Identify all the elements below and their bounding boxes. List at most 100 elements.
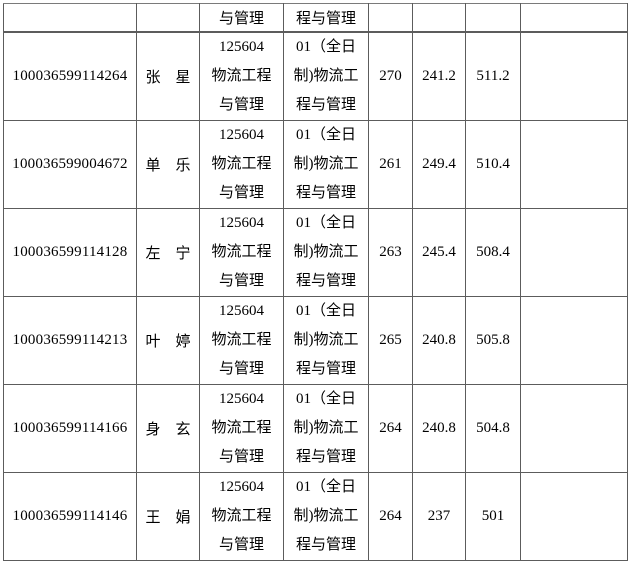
program-line: 125604 xyxy=(219,391,264,407)
score1-cell: 270 xyxy=(368,31,413,121)
direction-line: 制)物流工 xyxy=(293,244,359,260)
direction-cell: 01（全日 制)物流工 程与管理 xyxy=(283,296,369,385)
program-line: 与管理 xyxy=(218,185,264,201)
table-row: 100036599114264 张 星 125604 物流工程 与管理 01（全… xyxy=(3,31,628,121)
table-row: 100036599114166 身 玄 125604 物流工程 与管理 01（全… xyxy=(3,384,628,473)
program-line: 物流工程 xyxy=(211,420,272,436)
program-line: 与管理 xyxy=(218,97,264,113)
direction-line: 程与管理 xyxy=(295,361,356,377)
student-id-cell: 100036599114213 xyxy=(3,296,137,385)
table-row: 100036599114146 王 娟 125604 物流工程 与管理 01（全… xyxy=(3,472,628,561)
score1-cell xyxy=(368,3,413,33)
program-line: 与管理 xyxy=(218,449,264,465)
program-cell: 125604 物流工程 与管理 xyxy=(199,472,284,561)
name-cell: 左 宁 xyxy=(136,208,200,297)
direction-line: 程与管理 xyxy=(295,185,356,201)
direction-line: 制)物流工 xyxy=(293,68,359,84)
program-line: 125604 xyxy=(219,215,264,231)
program-line: 与管理 xyxy=(218,361,264,377)
admission-scores-table: 与管理 程与管理 100036599114264 张 星 125604 物流工程… xyxy=(3,3,628,561)
program-line: 物流工程 xyxy=(211,332,272,348)
total-cell: 501 xyxy=(465,472,521,561)
program-line: 125604 xyxy=(219,303,264,319)
student-id-cell: 100036599114166 xyxy=(3,384,137,473)
direction-line: 01（全日 xyxy=(295,215,356,231)
program-line: 125604 xyxy=(219,127,264,143)
program-line: 物流工程 xyxy=(211,156,272,172)
program-line: 125604 xyxy=(219,39,264,55)
name-cell xyxy=(136,3,200,33)
direction-line: 01（全日 xyxy=(295,39,356,55)
score2-cell: 237 xyxy=(412,472,466,561)
table-row: 100036599114213 叶 婷 125604 物流工程 与管理 01（全… xyxy=(3,296,628,385)
direction-line: 01（全日 xyxy=(295,479,356,495)
program-line: 物流工程 xyxy=(211,244,272,260)
direction-cell: 01（全日 制)物流工 程与管理 xyxy=(283,384,369,473)
direction-line: 程与管理 xyxy=(295,449,356,465)
student-id-cell: 100036599004672 xyxy=(3,120,137,209)
program-cell: 125604 物流工程 与管理 xyxy=(199,120,284,209)
name-cell: 张 星 xyxy=(136,31,200,121)
score2-cell xyxy=(412,3,466,33)
program-line: 物流工程 xyxy=(211,68,272,84)
direction-cell: 01（全日 制)物流工 程与管理 xyxy=(283,31,369,121)
score2-cell: 240.8 xyxy=(412,296,466,385)
direction-cell: 01（全日 制)物流工 程与管理 xyxy=(283,120,369,209)
direction-line: 制)物流工 xyxy=(293,508,359,524)
direction-line: 01（全日 xyxy=(295,391,356,407)
table-row: 100036599004672 单 乐 125604 物流工程 与管理 01（全… xyxy=(3,120,628,209)
score2-cell: 241.2 xyxy=(412,31,466,121)
direction-line: 制)物流工 xyxy=(293,156,359,172)
direction-line: 程与管理 xyxy=(295,97,356,113)
name-cell: 叶 婷 xyxy=(136,296,200,385)
score1-cell: 264 xyxy=(368,384,413,473)
score1-cell: 264 xyxy=(368,472,413,561)
total-cell: 511.2 xyxy=(465,31,521,121)
program-line: 物流工程 xyxy=(211,508,272,524)
total-cell: 510.4 xyxy=(465,120,521,209)
student-id-cell: 100036599114146 xyxy=(3,472,137,561)
score1-cell: 265 xyxy=(368,296,413,385)
table-row-partial: 与管理 程与管理 xyxy=(3,3,628,33)
total-cell: 508.4 xyxy=(465,208,521,297)
note-cell xyxy=(520,296,628,385)
program-cell: 与管理 xyxy=(199,3,284,33)
note-cell xyxy=(520,31,628,121)
total-cell: 505.8 xyxy=(465,296,521,385)
name-cell: 单 乐 xyxy=(136,120,200,209)
student-id-cell: 100036599114128 xyxy=(3,208,137,297)
table-row: 100036599114128 左 宁 125604 物流工程 与管理 01（全… xyxy=(3,208,628,297)
student-id-cell xyxy=(3,3,137,33)
direction-line: 01（全日 xyxy=(295,127,356,143)
direction-cell: 01（全日 制)物流工 程与管理 xyxy=(283,208,369,297)
student-id-cell: 100036599114264 xyxy=(3,31,137,121)
program-cell: 125604 物流工程 与管理 xyxy=(199,31,284,121)
note-cell xyxy=(520,3,628,33)
note-cell xyxy=(520,472,628,561)
note-cell xyxy=(520,384,628,473)
direction-line: 程与管理 xyxy=(295,273,356,289)
score2-cell: 240.8 xyxy=(412,384,466,473)
direction-line: 制)物流工 xyxy=(293,332,359,348)
total-cell xyxy=(465,3,521,33)
name-cell: 身 玄 xyxy=(136,384,200,473)
note-cell xyxy=(520,120,628,209)
direction-cell: 程与管理 xyxy=(283,3,369,33)
note-cell xyxy=(520,208,628,297)
total-cell: 504.8 xyxy=(465,384,521,473)
direction-line: 制)物流工 xyxy=(293,420,359,436)
score2-cell: 245.4 xyxy=(412,208,466,297)
program-line: 与管理 xyxy=(218,537,264,553)
program-cell: 125604 物流工程 与管理 xyxy=(199,296,284,385)
program-line: 与管理 xyxy=(218,273,264,289)
program-cell: 125604 物流工程 与管理 xyxy=(199,384,284,473)
direction-cell: 01（全日 制)物流工 程与管理 xyxy=(283,472,369,561)
score1-cell: 261 xyxy=(368,120,413,209)
direction-line: 01（全日 xyxy=(295,303,356,319)
score1-cell: 263 xyxy=(368,208,413,297)
program-line: 125604 xyxy=(219,479,264,495)
direction-line: 程与管理 xyxy=(295,537,356,553)
program-cell: 125604 物流工程 与管理 xyxy=(199,208,284,297)
name-cell: 王 娟 xyxy=(136,472,200,561)
